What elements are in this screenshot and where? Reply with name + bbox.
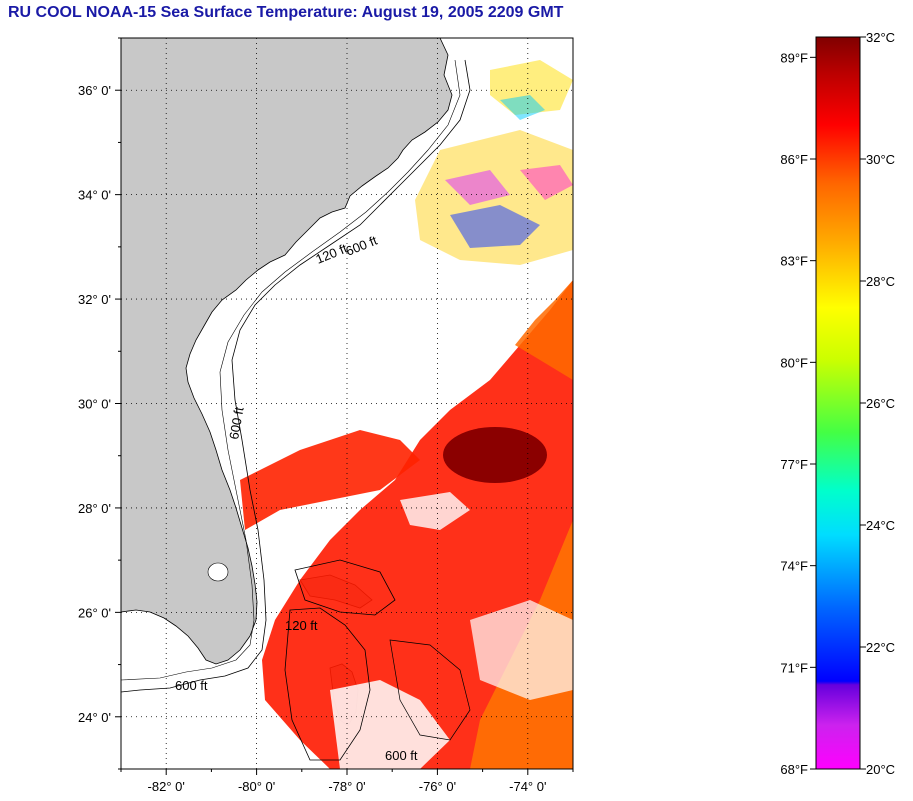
sst-orange-region <box>515 280 573 380</box>
colorbar-fahrenheit-labels: 89°F 86°F 83°F 80°F 77°F 74°F 71°F 68°F <box>780 50 816 777</box>
fahrenheit-label: 83°F <box>780 254 808 269</box>
celsius-label: 24°C <box>866 518 895 533</box>
colorbar-celsius-labels: 32°C 30°C 28°C 26°C 24°C 22°C 20°C <box>860 30 895 777</box>
celsius-label: 28°C <box>866 274 895 289</box>
fahrenheit-label: 86°F <box>780 152 808 167</box>
land-mass <box>121 38 453 665</box>
fahrenheit-label: 77°F <box>780 457 808 472</box>
page-title: RU COOL NOAA-15 Sea Surface Temperature:… <box>8 4 564 21</box>
sst-magenta-patch <box>520 165 573 200</box>
lat-label: 36° 0' <box>78 83 111 98</box>
colorbar <box>815 36 861 770</box>
lat-label: 32° 0' <box>78 292 111 307</box>
lon-label: -78° 0' <box>328 779 365 794</box>
latitude-labels: 36° 0' 34° 0' 32° 0' 30° 0' 28° 0' 26° 0' 24° … <box>78 37 121 770</box>
celsius-label: 22°C <box>866 640 895 655</box>
cloud-gap <box>330 680 450 769</box>
cloud-gap <box>400 492 470 530</box>
contour-bahamas-east <box>389 639 471 741</box>
sst-cyan-patch <box>500 95 545 120</box>
lon-label: -82° 0' <box>148 779 185 794</box>
sst-hot-core <box>443 427 547 483</box>
fahrenheit-label: 71°F <box>780 660 808 675</box>
contour-bahamas-bank <box>284 607 371 761</box>
graticule <box>121 38 573 769</box>
celsius-label: 26°C <box>866 396 895 411</box>
sst-magenta-patch <box>445 170 510 205</box>
lat-label: 30° 0' <box>78 397 111 412</box>
contour-label: 600 ft <box>226 406 246 441</box>
contour-label: 600 ft <box>385 748 418 763</box>
sst-west-patch <box>240 430 420 530</box>
celsius-label: 30°C <box>866 152 895 167</box>
contour-600ft <box>121 59 471 693</box>
cloud-gap <box>470 600 573 700</box>
lat-label: 26° 0' <box>78 605 111 620</box>
sst-blue-patch <box>450 205 540 248</box>
fahrenheit-label: 74°F <box>780 559 808 574</box>
lon-label: -76° 0' <box>419 779 456 794</box>
lat-label: 24° 0' <box>78 710 111 725</box>
lon-label: -80° 0' <box>238 779 275 794</box>
contour-little-bahama-bank <box>294 559 396 616</box>
fahrenheit-label: 80°F <box>780 355 808 370</box>
lake-okeechobee <box>207 562 229 582</box>
lon-label: -74° 0' <box>509 779 546 794</box>
lat-label: 28° 0' <box>78 501 111 516</box>
celsius-label: 32°C <box>866 30 895 45</box>
contour-label: 120 ft <box>285 618 318 633</box>
contour-label: 600 ft <box>175 678 208 693</box>
fahrenheit-label: 89°F <box>780 50 808 65</box>
fahrenheit-label: 68°F <box>780 762 808 777</box>
lat-label: 34° 0' <box>78 188 111 203</box>
contour-120ft <box>121 59 461 681</box>
celsius-label: 20°C <box>866 762 895 777</box>
longitude-labels: -82° 0' -80° 0' -78° 0' -76° 0' -74° 0' <box>120 769 574 794</box>
